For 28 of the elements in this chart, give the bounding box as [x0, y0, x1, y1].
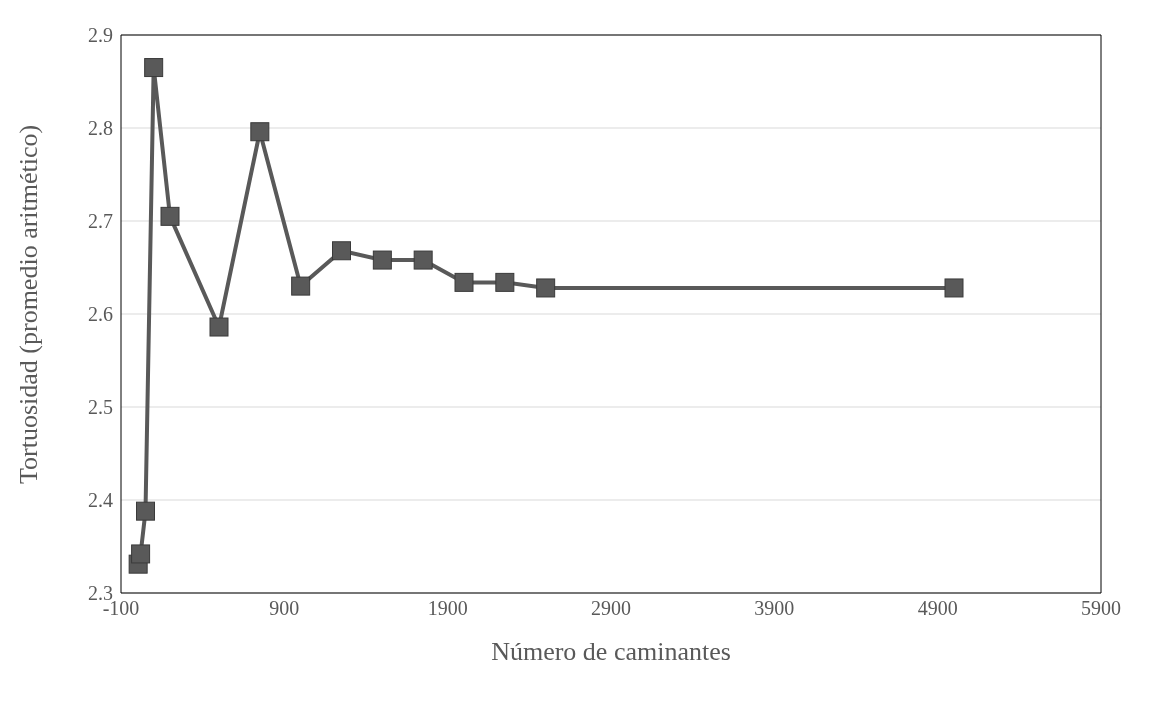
- y-axis-title: Tortuosidad (promedio aritmético): [14, 124, 44, 484]
- y-tick-label: 2.5: [88, 396, 113, 419]
- y-tick-label: 2.8: [88, 117, 113, 140]
- x-tick-label: 1900: [427, 597, 468, 620]
- point: [291, 276, 311, 296]
- point: [495, 272, 515, 292]
- y-tick-label: 2.6: [88, 303, 113, 326]
- point: [144, 58, 164, 78]
- y-tick-label: 2.4: [88, 489, 113, 512]
- y-tick-label: 2.9: [88, 24, 113, 47]
- x-tick-label: 4900: [917, 597, 958, 620]
- x-axis-title: Número de caminantes: [491, 637, 731, 666]
- x-tick-label: 900: [269, 597, 300, 620]
- point: [131, 544, 151, 564]
- point: [160, 206, 180, 226]
- point: [944, 278, 964, 298]
- point: [454, 272, 474, 292]
- x-tick-label: 2900: [591, 597, 631, 620]
- point: [536, 278, 556, 298]
- point: [332, 241, 351, 261]
- point: [413, 250, 433, 270]
- point: [136, 501, 155, 521]
- point: [372, 250, 392, 270]
- x-tick-label: 3900: [754, 597, 795, 620]
- y-tick-label: 2.7: [88, 210, 113, 233]
- x-tick-label: 5900: [1081, 597, 1121, 620]
- point: [250, 122, 270, 142]
- point: [209, 317, 229, 337]
